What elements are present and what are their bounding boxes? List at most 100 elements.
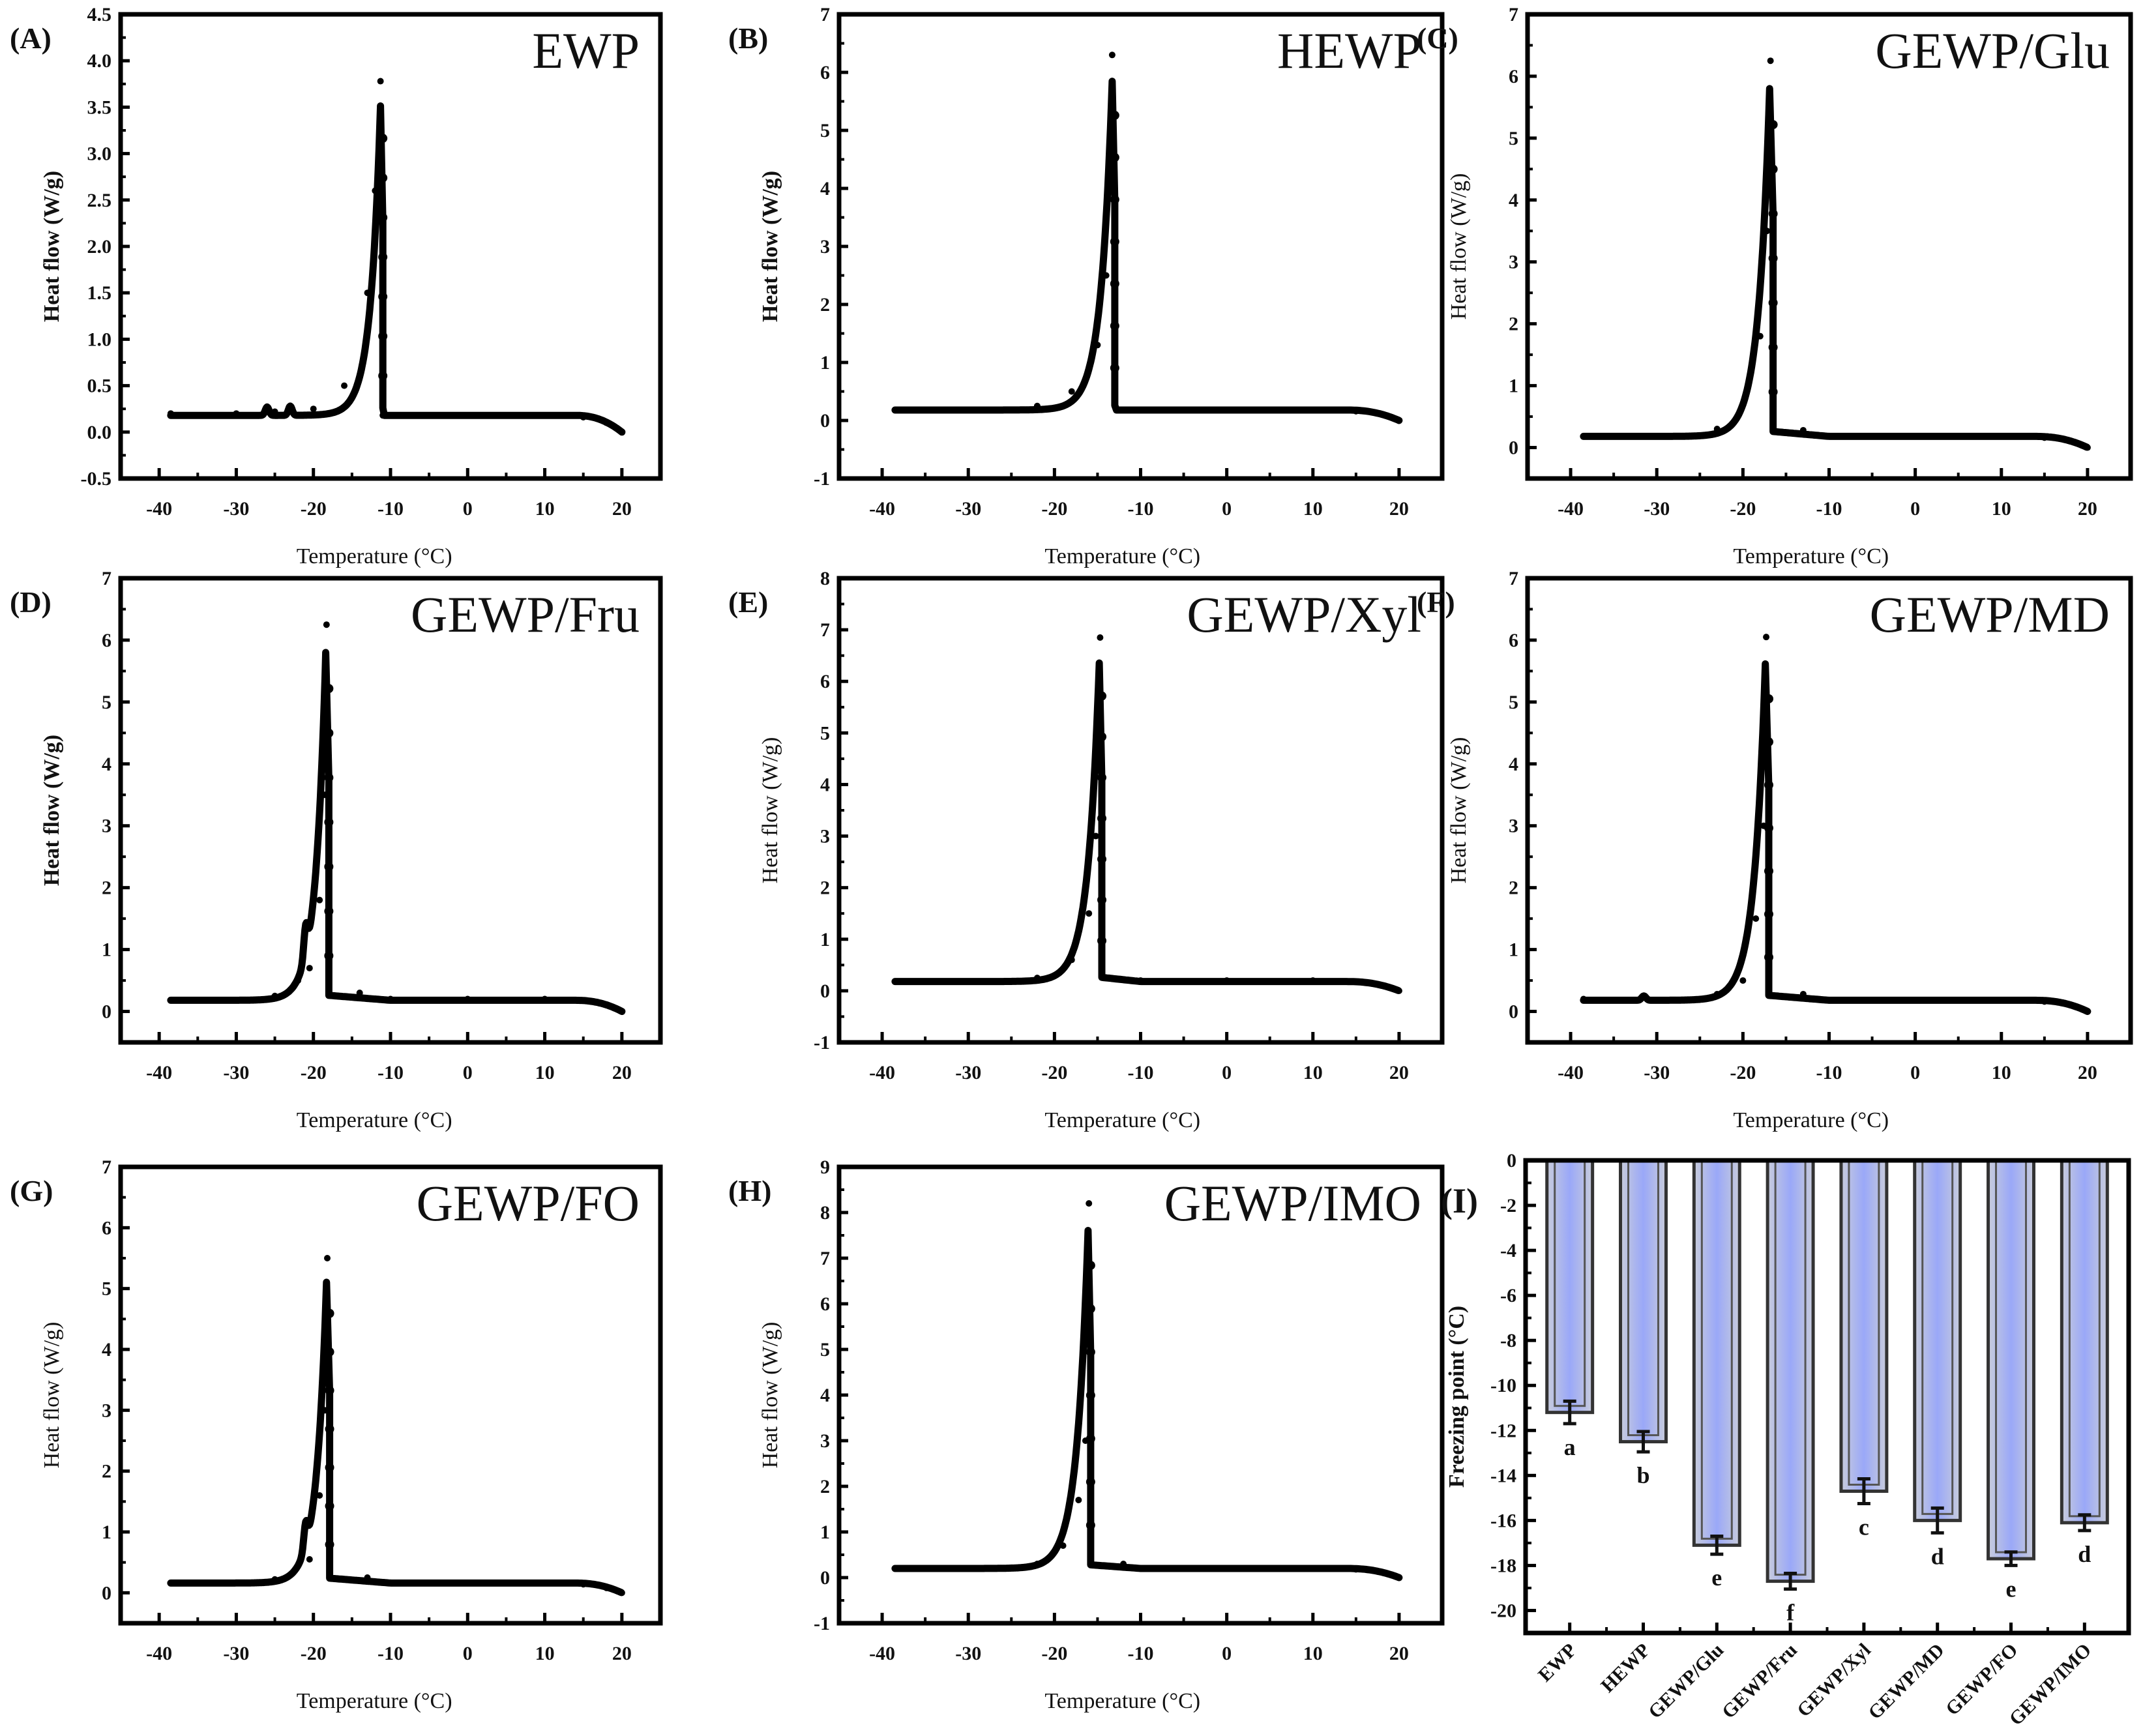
data-point bbox=[1395, 1574, 1402, 1581]
y-tick-label: 3 bbox=[102, 1400, 111, 1421]
data-point bbox=[325, 1385, 334, 1395]
x-tick-label: -30 bbox=[223, 1062, 249, 1083]
data-point bbox=[325, 1501, 334, 1511]
bar bbox=[1767, 1160, 1814, 1582]
data-point bbox=[1097, 854, 1107, 864]
data-point bbox=[1033, 975, 1041, 982]
panel-letter: (B) bbox=[728, 22, 768, 55]
data-point bbox=[1764, 694, 1773, 703]
data-point bbox=[1825, 997, 1833, 1004]
category-label: GEWP/MD bbox=[1864, 1640, 1948, 1724]
category-label: GEWP/Fru bbox=[1718, 1640, 1801, 1723]
sample-name: HEWP bbox=[1277, 22, 1421, 79]
y-tick-label: 4.5 bbox=[87, 4, 112, 25]
panel-letter: (F) bbox=[1417, 585, 1455, 619]
data-point bbox=[1097, 732, 1107, 742]
dsc-curve bbox=[891, 1227, 1403, 1582]
data-point bbox=[541, 412, 548, 419]
data-point bbox=[324, 951, 334, 961]
data-point bbox=[1768, 164, 1778, 174]
y-tick-label: 7 bbox=[1509, 568, 1518, 589]
data-point bbox=[1120, 1561, 1127, 1567]
data-point bbox=[1137, 1565, 1144, 1572]
data-point bbox=[1033, 1561, 1041, 1567]
data-point bbox=[321, 791, 329, 799]
data-point bbox=[1086, 910, 1093, 917]
y-tick-label: 0 bbox=[1509, 437, 1518, 459]
data-point bbox=[1713, 990, 1721, 997]
y-tick-label: 4 bbox=[1509, 190, 1518, 211]
data-point bbox=[618, 428, 625, 435]
data-point bbox=[1082, 1437, 1089, 1444]
y-tick-label: -1 bbox=[814, 1613, 830, 1634]
y-tick-label: 1 bbox=[820, 352, 830, 374]
y-tick-label: 6 bbox=[1509, 66, 1518, 87]
y-tick-label: 1 bbox=[102, 1522, 111, 1543]
y-tick-label: 7 bbox=[820, 1248, 830, 1269]
category-label: HEWP bbox=[1597, 1640, 1654, 1697]
data-point bbox=[1110, 279, 1119, 289]
data-point bbox=[167, 410, 174, 417]
data-point bbox=[324, 772, 334, 782]
y-tick-label: -14 bbox=[1490, 1465, 1516, 1486]
data-point bbox=[2084, 444, 2091, 451]
data-point bbox=[1068, 388, 1075, 395]
bar-panel-freezing-point: a EWP b HEWP e GEWP/Glu f GEWP/Fru c GEWP/Xyl d GEW… bbox=[1441, 1150, 2131, 1729]
data-point bbox=[1110, 321, 1119, 331]
bar bbox=[1694, 1160, 1740, 1546]
data-point bbox=[316, 1492, 323, 1499]
x-tick-label: 0 bbox=[1222, 1062, 1232, 1083]
data-point bbox=[891, 406, 898, 413]
x-tick-label: 20 bbox=[1389, 498, 1409, 520]
data-point bbox=[325, 822, 333, 829]
plot-frame bbox=[1525, 576, 2133, 1045]
y-tick-label: 1.5 bbox=[87, 282, 112, 304]
data-point bbox=[326, 1407, 333, 1414]
y-tick-label: 4 bbox=[102, 754, 111, 775]
data-point bbox=[1912, 433, 1919, 440]
data-point bbox=[1580, 995, 1587, 1003]
y-tick-label: 6 bbox=[102, 1217, 111, 1239]
x-tick-label: 10 bbox=[535, 498, 555, 520]
x-tick-label: -10 bbox=[1128, 498, 1154, 520]
data-point bbox=[464, 1580, 471, 1587]
data-point bbox=[1033, 402, 1041, 409]
x-tick-label: -40 bbox=[869, 498, 895, 520]
data-point bbox=[378, 134, 388, 143]
x-axis-title: Temperature (°C) bbox=[1733, 1108, 1889, 1132]
x-tick-label: -30 bbox=[1644, 498, 1670, 520]
panel-letter: (I) bbox=[1441, 1181, 1478, 1220]
significance-letter: d bbox=[2078, 1541, 2091, 1567]
sample-name: GEWP/Xyl bbox=[1187, 586, 1421, 643]
y-tick-label: 5 bbox=[820, 120, 830, 141]
data-point bbox=[1580, 433, 1587, 440]
data-point bbox=[541, 995, 548, 1003]
dsc-curve bbox=[891, 78, 1403, 424]
y-axis-title: Heat flow (W/g) bbox=[758, 171, 782, 322]
x-tick-label: -30 bbox=[955, 1643, 981, 1664]
data-point bbox=[324, 684, 334, 694]
data-point bbox=[1075, 1497, 1082, 1503]
data-point bbox=[364, 1574, 371, 1581]
data-point bbox=[325, 1424, 334, 1434]
data-point bbox=[1769, 426, 1777, 434]
data-point bbox=[1099, 972, 1106, 979]
data-point bbox=[1764, 952, 1773, 962]
x-axis-title: Temperature (°C) bbox=[1044, 1689, 1200, 1713]
data-point bbox=[891, 978, 898, 985]
sample-name: GEWP/MD bbox=[1870, 586, 2110, 643]
data-point bbox=[1099, 832, 1106, 840]
x-tick-label: -20 bbox=[301, 498, 327, 520]
y-tick-label: 0 bbox=[1509, 1001, 1518, 1023]
data-point bbox=[1223, 1565, 1230, 1572]
data-point bbox=[1739, 401, 1747, 408]
x-tick-label: 0 bbox=[1910, 498, 1920, 520]
y-tick-label: 4 bbox=[102, 1339, 111, 1361]
data-point bbox=[1086, 1261, 1095, 1271]
data-point bbox=[316, 896, 323, 904]
x-tick-label: -20 bbox=[301, 1062, 327, 1083]
y-tick-label: 2 bbox=[820, 294, 830, 316]
y-axis-title: Freezing point (°C) bbox=[1445, 1306, 1469, 1488]
data-point bbox=[1059, 1542, 1067, 1549]
y-axis-title: Heat flow (W/g) bbox=[1447, 173, 1471, 320]
